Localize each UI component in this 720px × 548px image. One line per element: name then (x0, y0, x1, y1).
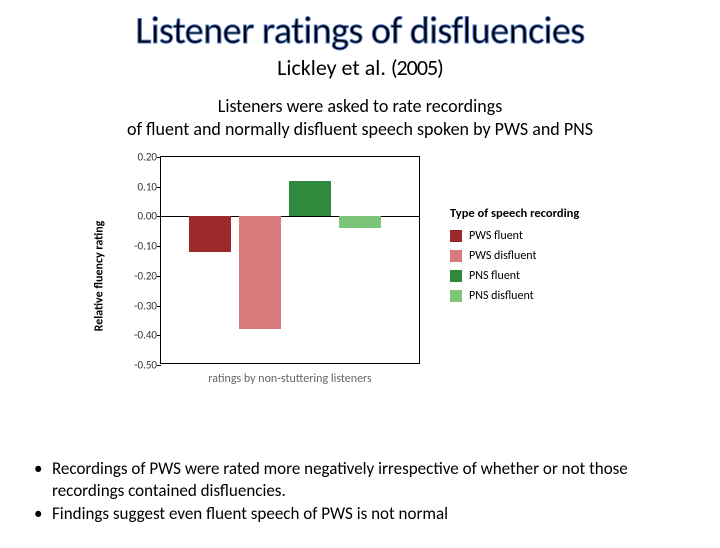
page-title: Listener ratings of disfluencies (0, 8, 720, 54)
chart-legend: Type of speech recording PWS fluent PWS d… (450, 206, 579, 309)
legend-item: PWS fluent (450, 229, 579, 243)
chart-container: Relative fluency rating 0.200.100.00-0.1… (50, 152, 670, 400)
chart-bar (339, 216, 381, 228)
chart-bar (289, 181, 331, 217)
y-tick-mark (157, 365, 161, 366)
chart-bar (189, 216, 231, 252)
legend-label: PWS fluent (469, 229, 523, 243)
x-axis-label: ratings by non-stuttering listeners (160, 372, 420, 386)
y-tick-label: -0.50 (119, 359, 157, 372)
subtitle-year: (2005) (391, 54, 443, 81)
y-tick-mark (157, 187, 161, 188)
chart-plot-area: 0.200.100.00-0.10-0.20-0.30-0.40-0.50 (160, 156, 420, 364)
y-tick-mark (157, 246, 161, 247)
legend-swatch (450, 270, 462, 282)
description-line-2: of fluent and normally disfluent speech … (0, 118, 720, 141)
legend-swatch (450, 230, 462, 242)
subtitle-author: Lickley et al. (277, 54, 386, 81)
bullet-item: Recordings of PWS were rated more negati… (28, 458, 692, 501)
y-tick-label: 0.10 (119, 180, 157, 193)
y-axis-label: Relative fluency rating (92, 221, 106, 332)
y-tick-label: 0.20 (119, 151, 157, 164)
y-tick-label: 0.00 (119, 210, 157, 223)
y-tick-label: -0.40 (119, 329, 157, 342)
legend-swatch (450, 250, 462, 262)
description: Listeners were asked to rate recordings … (0, 95, 720, 140)
legend-label: PNS disfluent (469, 289, 534, 303)
y-tick-mark (157, 306, 161, 307)
legend-item: PNS disfluent (450, 289, 579, 303)
chart-bar (239, 216, 281, 329)
y-tick-mark (157, 276, 161, 277)
legend-label: PNS fluent (469, 269, 520, 283)
y-tick-label: -0.30 (119, 299, 157, 312)
legend-item: PNS fluent (450, 269, 579, 283)
y-tick-label: -0.10 (119, 240, 157, 253)
legend-title: Type of speech recording (450, 206, 579, 221)
bullet-list: Recordings of PWS were rated more negati… (28, 458, 692, 526)
description-line-1: Listeners were asked to rate recordings (0, 95, 720, 118)
legend-item: PWS disfluent (450, 249, 579, 263)
legend-swatch (450, 290, 462, 302)
y-tick-mark (157, 335, 161, 336)
y-tick-mark (157, 157, 161, 158)
bullet-item: Findings suggest even fluent speech of P… (28, 503, 692, 524)
legend-label: PWS disfluent (469, 249, 537, 263)
subtitle: Lickley et al. (2005) (0, 54, 720, 81)
y-tick-label: -0.20 (119, 269, 157, 282)
